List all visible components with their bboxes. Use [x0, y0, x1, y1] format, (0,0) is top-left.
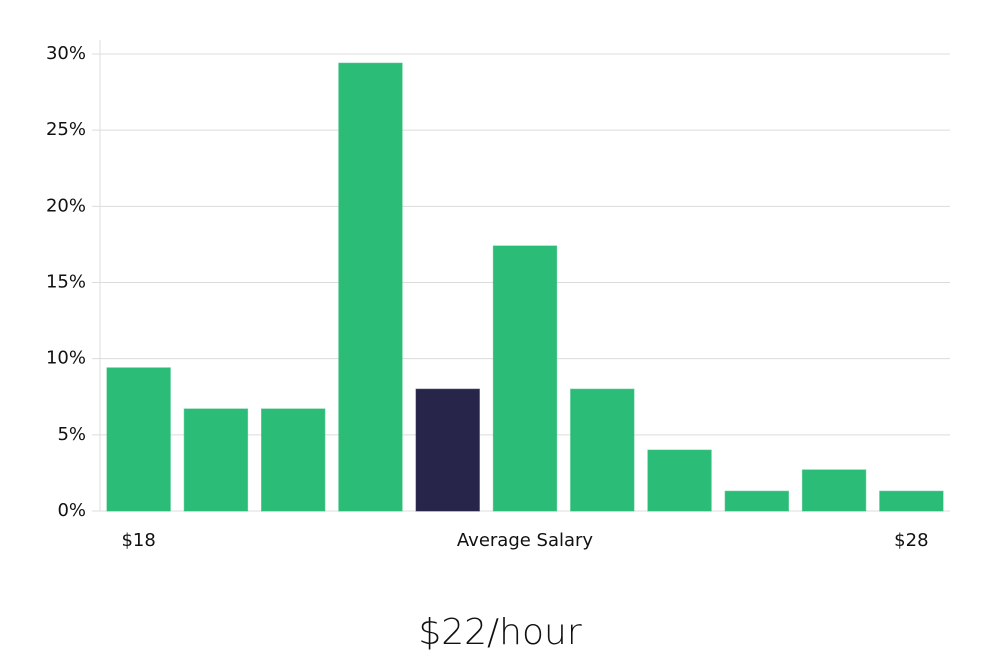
bar	[492, 245, 558, 512]
chart-subtitle: $22/hour	[418, 612, 582, 653]
x-tick-label: $28	[894, 530, 928, 551]
bar	[338, 62, 403, 512]
bar	[415, 388, 480, 512]
y-tick-label: 25%	[46, 119, 86, 140]
bar	[801, 469, 867, 512]
bar	[570, 388, 635, 512]
x-axis-label: Average Salary	[457, 530, 594, 551]
bar	[647, 449, 712, 512]
x-tick-label: $18	[121, 530, 155, 551]
bar	[106, 367, 171, 512]
y-tick-label: 5%	[57, 424, 86, 445]
bar	[879, 490, 944, 512]
bar	[724, 490, 789, 512]
y-tick-label: 30%	[46, 43, 86, 64]
y-tick-label: 20%	[46, 195, 86, 216]
bar	[183, 408, 249, 512]
y-tick-label: 10%	[46, 348, 86, 369]
y-tick-label: 0%	[57, 500, 86, 521]
y-tick-label: 15%	[46, 272, 86, 293]
bar	[261, 408, 326, 512]
